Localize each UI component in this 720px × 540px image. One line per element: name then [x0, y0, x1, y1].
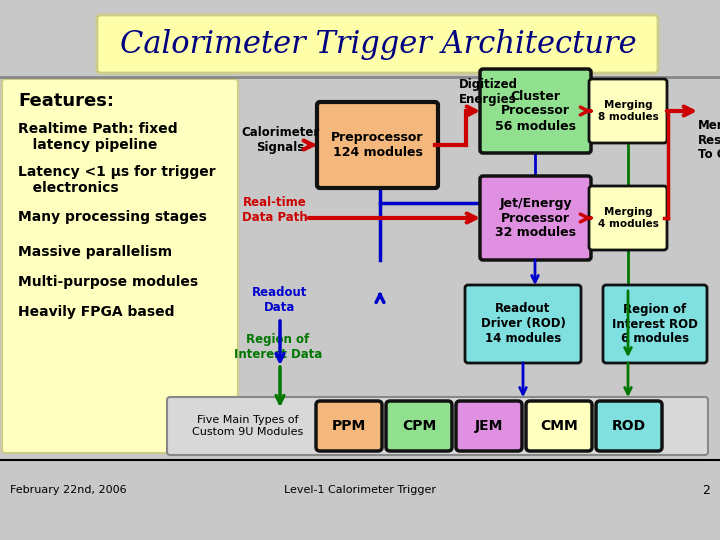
Text: CPM: CPM [402, 419, 436, 433]
Text: JEM: JEM [474, 419, 503, 433]
Text: Merging
8 modules: Merging 8 modules [598, 100, 658, 122]
FancyBboxPatch shape [603, 285, 707, 363]
Text: Calorimeter Trigger Architecture: Calorimeter Trigger Architecture [120, 29, 636, 59]
Text: Merging
4 modules: Merging 4 modules [598, 207, 658, 229]
Text: Level-1 Calorimeter Trigger: Level-1 Calorimeter Trigger [284, 485, 436, 495]
Text: Five Main Types of
Custom 9U Modules: Five Main Types of Custom 9U Modules [192, 415, 304, 437]
Text: Heavily FPGA based: Heavily FPGA based [18, 305, 174, 319]
Text: Latency <1 μs for trigger
   electronics: Latency <1 μs for trigger electronics [18, 165, 215, 195]
Text: Jet/Energy
Processor
32 modules: Jet/Energy Processor 32 modules [495, 197, 576, 240]
Text: Readout
Data: Readout Data [252, 286, 307, 314]
FancyBboxPatch shape [480, 176, 591, 260]
Text: Calorimeter
Signals: Calorimeter Signals [241, 126, 319, 154]
FancyBboxPatch shape [316, 401, 382, 451]
FancyBboxPatch shape [317, 102, 438, 188]
Text: PPM: PPM [332, 419, 366, 433]
Text: Region of
Interest ROD
6 modules: Region of Interest ROD 6 modules [612, 302, 698, 346]
FancyBboxPatch shape [465, 285, 581, 363]
Text: 2: 2 [702, 483, 710, 496]
FancyBboxPatch shape [589, 186, 667, 250]
Text: Cluster
Processor
56 modules: Cluster Processor 56 modules [495, 90, 576, 132]
FancyBboxPatch shape [526, 401, 592, 451]
FancyBboxPatch shape [97, 15, 658, 73]
Text: ROD: ROD [612, 419, 646, 433]
FancyBboxPatch shape [480, 69, 591, 153]
FancyBboxPatch shape [167, 397, 708, 455]
FancyBboxPatch shape [456, 401, 522, 451]
Text: Real-time
Data Path: Real-time Data Path [242, 196, 308, 224]
Text: February 22nd, 2006: February 22nd, 2006 [10, 485, 127, 495]
Text: Features:: Features: [18, 92, 114, 110]
FancyBboxPatch shape [386, 401, 452, 451]
FancyBboxPatch shape [596, 401, 662, 451]
Text: Region of
Interest Data: Region of Interest Data [234, 333, 322, 361]
Text: Multi-purpose modules: Multi-purpose modules [18, 275, 198, 289]
Text: Massive parallelism: Massive parallelism [18, 245, 172, 259]
Text: Digitized
Energies: Digitized Energies [459, 78, 518, 106]
Text: Preprocessor
124 modules: Preprocessor 124 modules [331, 131, 424, 159]
Text: Realtime Path: fixed
   latency pipeline: Realtime Path: fixed latency pipeline [18, 122, 178, 152]
Text: Merged
Results
To CTP: Merged Results To CTP [698, 118, 720, 161]
Text: Many processing stages: Many processing stages [18, 210, 207, 224]
FancyBboxPatch shape [2, 79, 238, 453]
Text: Readout
Driver (ROD)
14 modules: Readout Driver (ROD) 14 modules [480, 302, 565, 346]
Text: CMM: CMM [540, 419, 578, 433]
FancyBboxPatch shape [589, 79, 667, 143]
